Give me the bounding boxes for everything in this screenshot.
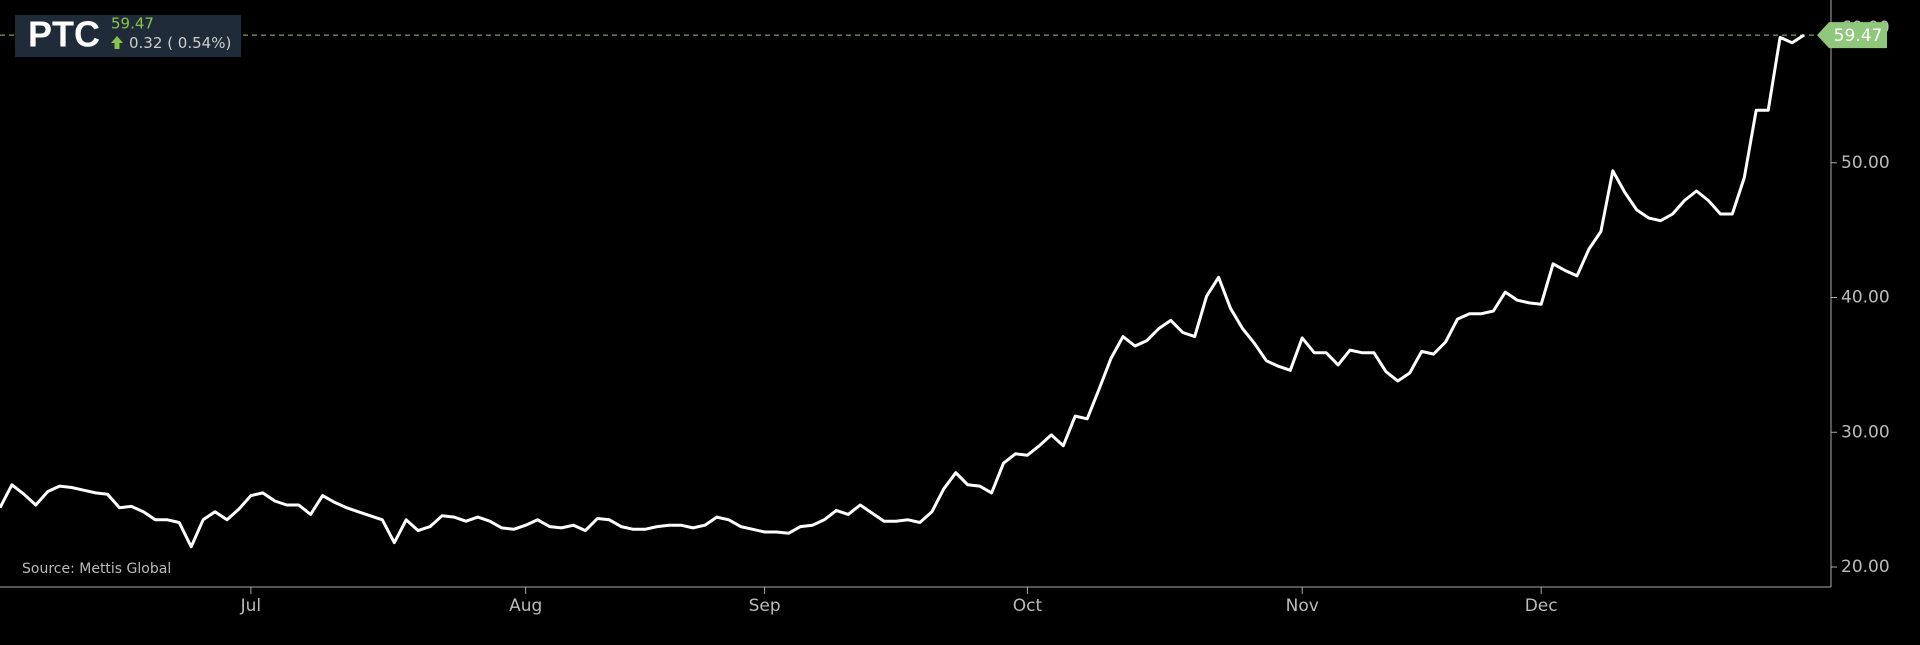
y-tick-label: 30.00 <box>1841 422 1890 442</box>
x-tick-label: Dec <box>1525 596 1558 616</box>
price-badge-label: 59.47 <box>1834 26 1883 46</box>
header-price: 59.47 <box>111 15 154 33</box>
change-percent: ( 0.54%) <box>167 34 231 52</box>
up-arrow <box>111 36 123 49</box>
x-tick-label: Oct <box>1013 596 1043 616</box>
header-change: 0.32 ( 0.54%) <box>129 34 231 52</box>
y-tick-label: 40.00 <box>1841 288 1890 308</box>
price-badge <box>1817 22 1887 49</box>
price-line <box>0 33 1805 549</box>
header-box <box>15 15 241 57</box>
source: Source: Mettis Global <box>22 561 171 577</box>
x-tick-label: Jul <box>240 596 262 616</box>
x-tick-label: Nov <box>1286 596 1319 616</box>
ticker: PTC <box>28 14 100 55</box>
x-tick-label: Aug <box>509 596 542 616</box>
change-value: 0.32 <box>129 34 162 52</box>
y-tick-label: 50.00 <box>1841 153 1890 173</box>
y-tick-label: 20.00 <box>1841 557 1890 577</box>
x-tick-label: Sep <box>749 596 781 616</box>
